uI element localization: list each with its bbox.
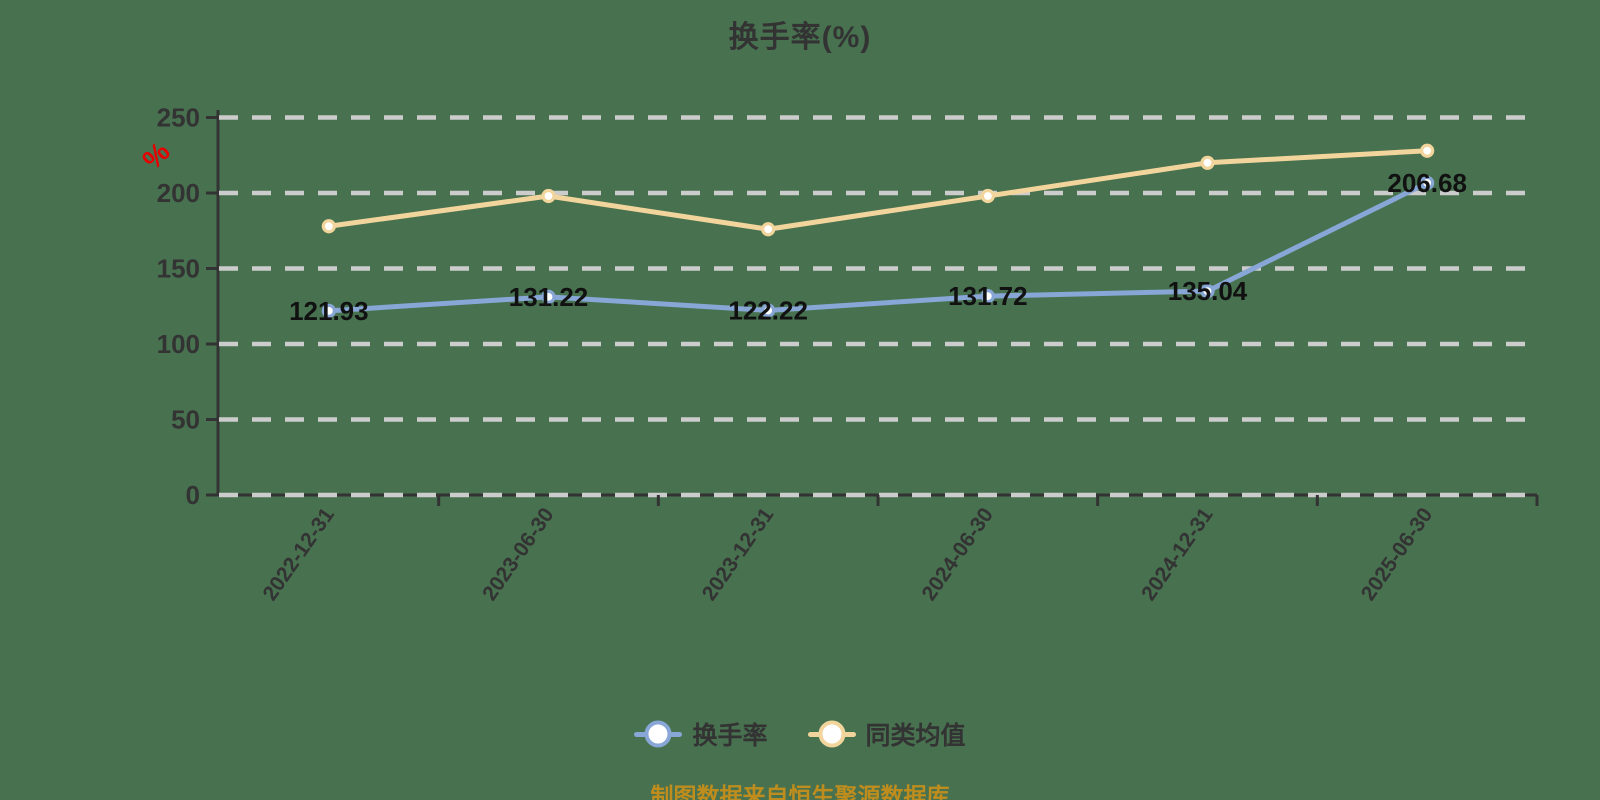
data-source-note: 制图数据来自恒生聚源数据库 (650, 783, 950, 800)
data-point-category-average[interactable] (1420, 143, 1435, 158)
data-point-category-average[interactable] (1200, 155, 1215, 170)
data-point-category-average[interactable] (541, 188, 556, 204)
data-point-category-average[interactable] (761, 222, 776, 237)
data-point-turnover-rate[interactable] (1200, 283, 1215, 299)
legend-marker-turnover-icon (644, 720, 672, 748)
y-tick-label: 0 (186, 480, 200, 510)
value-label-turnover-rate: 121.93 (289, 296, 369, 326)
y-tick-label: 50 (171, 405, 200, 435)
value-label-turnover-rate: 131.22 (509, 282, 589, 312)
legend-line-turnover-icon (634, 720, 683, 748)
x-tick-label: 2022-12-31 (258, 503, 339, 604)
y-tick-label: 200 (157, 178, 200, 208)
legend-marker-category-average-icon (818, 720, 845, 748)
x-tick-label: 2023-12-31 (698, 503, 779, 604)
data-point-category-average[interactable] (321, 219, 336, 234)
value-label-turnover-rate: 131.72 (948, 281, 1028, 311)
data-point-turnover-rate[interactable] (1420, 175, 1435, 191)
data-point-turnover-rate[interactable] (541, 289, 556, 304)
x-tick-label: 2025-06-30 (1357, 504, 1437, 605)
data-point-turnover-rate[interactable] (321, 303, 336, 318)
value-label-turnover-rate: 135.04 (1168, 276, 1248, 306)
value-label-turnover-rate: 206.68 (1387, 168, 1467, 198)
series-line-category-average (326, 148, 1430, 232)
value-label-turnover-rate: 122.22 (728, 295, 808, 325)
data-point-turnover-rate[interactable] (980, 289, 995, 304)
x-tick-label: 2024-12-31 (1137, 503, 1218, 604)
data-point-turnover-rate[interactable] (761, 303, 776, 318)
chart-title: 换手率(%) (728, 21, 872, 54)
legend-line-category-average-icon (807, 720, 856, 748)
y-tick-label: 100 (157, 329, 200, 359)
legend-item-turnover-rate[interactable]: 换手率 (634, 716, 768, 752)
legend: 换手率 同类均值 (0, 716, 1600, 752)
x-tick-label: 2023-06-30 (478, 504, 558, 605)
legend-item-category-average[interactable]: 同类均值 (807, 716, 966, 752)
legend-label-category-average: 同类均值 (865, 722, 966, 750)
x-tick-label: 2024-06-30 (917, 504, 997, 605)
series-line-turnover-rate (326, 180, 1430, 314)
y-tick-label: 250 (157, 103, 200, 133)
y-tick-label: 150 (157, 254, 200, 284)
legend-label-turnover-rate: 换手率 (692, 722, 768, 750)
data-point-category-average[interactable] (980, 188, 995, 204)
